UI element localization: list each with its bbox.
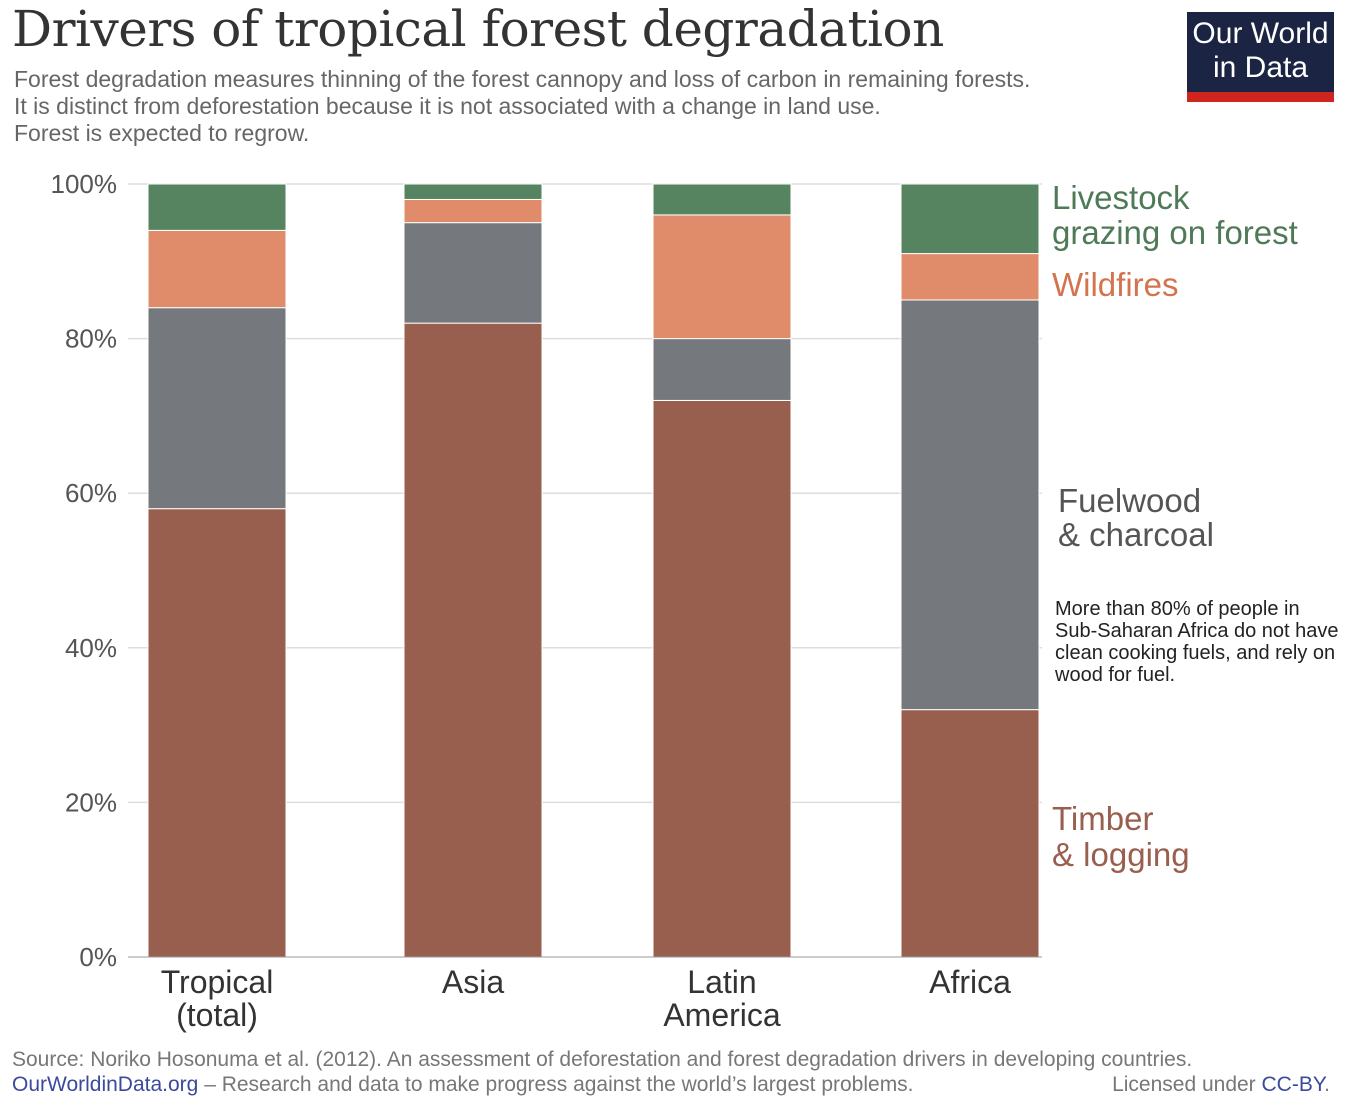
bar-segment — [900, 253, 1040, 301]
subtitle-line: Forest is expected to regrow. — [14, 120, 310, 146]
bar-segment — [403, 183, 543, 200]
subtitle-line: Forest degradation measures thinning of … — [14, 66, 1031, 92]
x-tick-label: Asia — [442, 964, 504, 1000]
bar-segment — [403, 222, 543, 324]
logo-accent — [1187, 92, 1334, 102]
bar-segment — [147, 307, 287, 510]
series-label: Timber — [1052, 800, 1153, 837]
bar-segment — [652, 183, 792, 216]
bar-segment — [403, 322, 543, 958]
x-tick-label: Latin — [687, 964, 756, 1000]
x-tick-label: (total) — [176, 997, 258, 1033]
logo-line: in Data — [1212, 51, 1309, 84]
bar-segment — [147, 229, 287, 309]
africa-annotation: More than 80% of people in Sub-Saharan A… — [1055, 598, 1339, 686]
y-tick-label: 0% — [79, 942, 117, 972]
x-tick-label: Tropical — [161, 964, 274, 1000]
chart-title: Drivers of tropical forest degradation — [12, 0, 944, 58]
license-suffix: . — [1324, 1073, 1330, 1096]
series-label: grazing on forest — [1052, 214, 1298, 251]
bar-segment — [147, 508, 287, 958]
license-link[interactable]: CC-BY — [1261, 1073, 1325, 1096]
series-label: Livestock — [1052, 179, 1190, 216]
bar-segment — [652, 214, 792, 340]
series-label: & charcoal — [1058, 516, 1214, 553]
x-tick-label: America — [663, 997, 781, 1033]
site-link[interactable]: OurWorldinData.org — [12, 1073, 199, 1096]
bar-segment — [900, 299, 1040, 711]
bar-segment — [147, 183, 287, 231]
owid-logo[interactable]: Our World in Data — [1187, 12, 1334, 102]
subtitle-line: It is distinct from deforestation becaus… — [14, 93, 881, 119]
y-tick-label: 20% — [65, 787, 117, 817]
footer-tagline: OurWorldinData.org – Research and data t… — [12, 1073, 914, 1097]
bar-segment — [652, 399, 792, 958]
bar-segment — [403, 198, 543, 224]
chart-subtitle: Forest degradation measures thinning of … — [14, 66, 1184, 147]
bar-segment — [652, 338, 792, 401]
license-prefix: Licensed under — [1112, 1073, 1262, 1096]
series-label: Wildfires — [1052, 266, 1179, 303]
y-tick-label: 60% — [65, 478, 117, 508]
y-tick-label: 100% — [51, 169, 118, 199]
series-label: & logging — [1052, 836, 1190, 873]
logo-line: Our World — [1192, 17, 1329, 50]
y-tick-label: 80% — [65, 324, 117, 354]
license: Licensed under CC-BY. — [1112, 1073, 1330, 1097]
x-tick-label: Africa — [929, 964, 1011, 1000]
bar-segment — [900, 709, 1040, 958]
tagline: – Research and data to make progress aga… — [198, 1073, 914, 1096]
source-note: Source: Noriko Hosonuma et al. (2012). A… — [12, 1048, 1193, 1071]
bar-segment — [900, 183, 1040, 255]
series-label: Fuelwood — [1058, 482, 1201, 519]
y-tick-label: 40% — [65, 633, 117, 663]
